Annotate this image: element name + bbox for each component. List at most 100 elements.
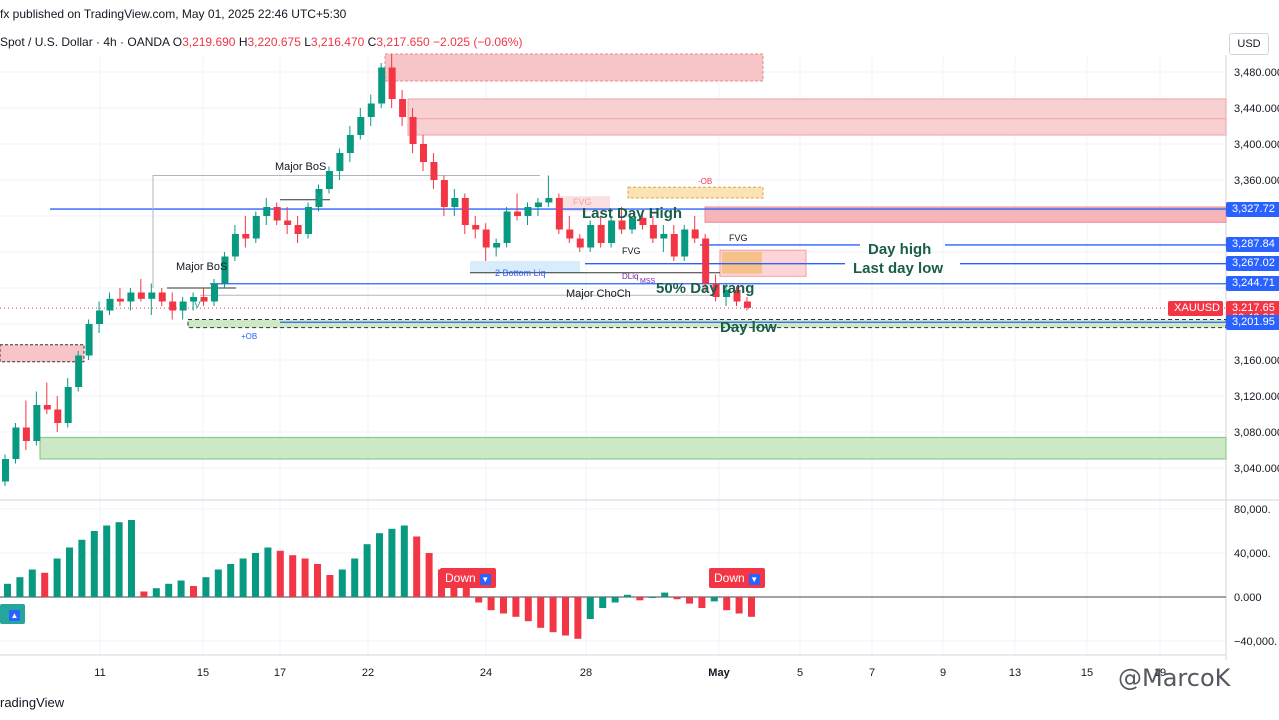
time-tick-label: May	[708, 667, 730, 679]
oscillator-bar	[537, 597, 545, 628]
brand-footer[interactable]: radingView	[0, 695, 65, 710]
price-tag: 3,201.95	[1226, 314, 1279, 330]
candle-body	[211, 283, 218, 302]
oscillator-bar	[376, 533, 383, 597]
oscillator-bar	[66, 547, 73, 597]
oscillator-bar	[475, 597, 483, 603]
candle-body	[566, 229, 574, 239]
oscillator-bar	[338, 569, 346, 597]
candle-body	[252, 216, 260, 239]
candle-body	[545, 198, 553, 203]
candle-body	[712, 283, 720, 297]
candle-body	[514, 211, 522, 216]
low-label: L	[304, 35, 311, 49]
oscillator-bar	[276, 550, 284, 597]
oscillator-bar	[648, 597, 656, 598]
candle-body	[691, 229, 699, 239]
time-tick-label: 11	[94, 667, 105, 679]
candle-body	[64, 387, 72, 423]
oscillator-bar	[78, 539, 86, 597]
price-tag: 3,327.72	[1226, 201, 1279, 217]
oscillator-bar	[735, 597, 743, 614]
oscillator-bar	[462, 583, 470, 597]
candle-body	[336, 153, 344, 171]
candle-body	[22, 427, 30, 441]
time-tick-label: 13	[1009, 667, 1021, 679]
oscillator-bar	[227, 564, 235, 597]
time-tick-label: 5	[797, 667, 803, 679]
oscillator-bar	[611, 597, 619, 603]
candle-body	[534, 202, 542, 207]
currency-button[interactable]: USD	[1229, 33, 1269, 55]
oscillator-bar	[549, 597, 557, 633]
price-tick-label: 3,480.000	[1234, 67, 1279, 79]
candle-body	[681, 229, 689, 257]
oscillator-bar	[252, 553, 259, 597]
candle-body	[388, 67, 396, 99]
fvg-label: FVG	[622, 246, 641, 256]
candle-body	[451, 198, 459, 207]
oscillator-bar	[661, 592, 669, 597]
candle-body	[200, 297, 208, 302]
last-day-high-label: Last Day High	[582, 205, 682, 222]
supply-zone	[0, 344, 85, 363]
ob-plus-zone	[187, 319, 1227, 329]
price-tick-label: 3,040.000	[1234, 463, 1279, 475]
down-signal-badge: Down ▼	[440, 568, 496, 588]
open-label: O	[172, 35, 183, 49]
up-signal-badge: ▲	[0, 604, 25, 624]
candle-body	[472, 225, 480, 230]
candle-body	[190, 297, 198, 302]
candle-body	[670, 234, 678, 257]
oscillator-bar	[4, 583, 11, 597]
arrow-down-icon: ▼	[479, 574, 491, 585]
candle-body	[420, 144, 427, 162]
candle-body	[116, 298, 124, 302]
candle-body	[367, 103, 375, 117]
price-tag: 3,287.84	[1226, 237, 1279, 253]
time-tick-label: 28	[580, 667, 592, 679]
oscillator-bar	[165, 583, 173, 597]
symbol-name[interactable]: Spot / U.S. Dollar · 4h · OANDA	[0, 35, 170, 49]
candle-body	[179, 301, 187, 311]
oscillator-bar	[388, 528, 396, 597]
arrow-up-icon: ▲	[9, 610, 20, 621]
candle-body	[96, 310, 104, 324]
candle-body	[430, 162, 438, 180]
demand-zone	[39, 436, 1227, 460]
oscillator-bar	[425, 553, 433, 597]
close-value: 3,217.650	[376, 35, 430, 49]
time-tick-label: 7	[869, 667, 875, 679]
fvg-zone-inner	[722, 252, 762, 274]
candle-body	[597, 225, 605, 243]
oscillator-bar	[524, 597, 532, 622]
oscillator-bar	[710, 597, 718, 602]
candle-body	[702, 238, 710, 284]
badge-label: Down	[714, 571, 745, 585]
price-tick-label: 3,400.000	[1234, 139, 1279, 151]
oscillator-bar	[400, 525, 408, 597]
time-tick-label: 15	[197, 667, 209, 679]
candle-body	[127, 292, 135, 302]
candle-body	[461, 198, 469, 225]
oscillator-bar	[301, 558, 309, 597]
oscillator-bar	[16, 577, 24, 597]
oscillator-bar	[264, 547, 272, 597]
oscillator-bar	[487, 597, 495, 611]
time-tick-label: 9	[940, 667, 946, 679]
candle-body	[325, 171, 333, 189]
candle-body	[378, 67, 386, 104]
candle-body	[629, 217, 636, 230]
down-signal-badge: Down ▼	[709, 568, 765, 588]
candle-body	[482, 229, 490, 248]
fvg-label: FVG	[729, 233, 748, 243]
major-bos-label: Major BoS	[275, 161, 326, 173]
oscillator-bar	[140, 591, 148, 597]
price-tick-label: 3,160.000	[1234, 355, 1279, 367]
badge-label: Down	[445, 571, 476, 585]
oscillator-bar	[624, 594, 631, 597]
publisher-line: fx published on TradingView.com, May 01,…	[0, 7, 347, 21]
oscillator-bar	[103, 525, 111, 597]
candle-body	[576, 238, 584, 248]
